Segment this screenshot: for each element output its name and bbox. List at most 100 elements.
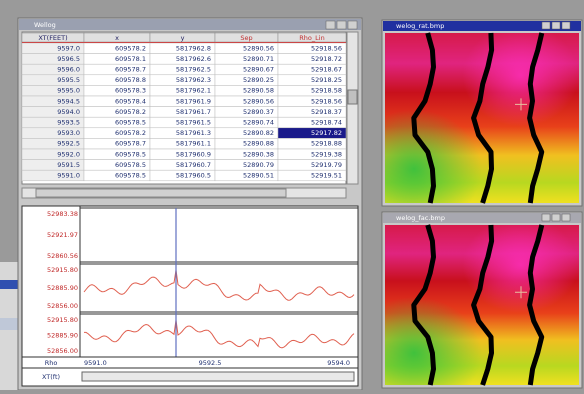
- cell-text: 9594.5: [57, 97, 80, 105]
- track-label: 52856.00: [47, 302, 78, 310]
- track-label: 52915.80: [47, 266, 78, 274]
- cell-text: 52890.56: [243, 44, 274, 52]
- cell-text: 609578.5: [115, 119, 146, 127]
- cell-text: 9593.0: [57, 129, 80, 137]
- cell-text: 52890.71: [243, 55, 274, 63]
- track-label: 52885.90: [47, 332, 78, 340]
- cell-text: 9591.0: [57, 172, 80, 180]
- title-bar: [19, 19, 361, 30]
- cell-text: 52890.74: [243, 119, 274, 127]
- cell-text: 5817962.6: [176, 55, 211, 63]
- track-label: 52856.00: [47, 347, 78, 355]
- cell-text: 52918.67: [311, 66, 342, 74]
- cell-text: 5817960.7: [176, 161, 211, 169]
- cell-text: 5817960.9: [176, 150, 211, 158]
- window-button[interactable]: [552, 214, 560, 221]
- bg-window-strip: [0, 318, 20, 330]
- cell-text: 9594.0: [57, 108, 80, 116]
- cell-text: 52919.51: [311, 172, 342, 180]
- footer-row: [22, 357, 358, 368]
- cell-text: 609578.8: [115, 76, 146, 84]
- window-button[interactable]: [326, 21, 335, 29]
- cell-text: 52918.56: [311, 44, 342, 52]
- cell-text: 52919.38: [311, 150, 342, 158]
- cell-text: 52890.37: [243, 108, 274, 116]
- footer-tick: 9591.0: [84, 359, 107, 367]
- cell-text: 609578.4: [115, 97, 146, 105]
- screen: WellogXT(FEET)xySepRho_Lin9597.0609578.2…: [0, 0, 584, 390]
- cell-text: 52890.79: [243, 161, 274, 169]
- cell-text: 52890.88: [243, 140, 274, 148]
- cell-text: 52917.82: [311, 129, 342, 137]
- cell-text: 609578.5: [115, 161, 146, 169]
- cell-text: 52890.38: [243, 150, 274, 158]
- footer-tick: 9594.0: [327, 359, 350, 367]
- cell-text: 9597.0: [57, 44, 80, 52]
- body: WellogXT(FEET)xySepRho_Lin9597.0609578.2…: [0, 0, 584, 390]
- v-scrollbar[interactable]: [347, 32, 358, 184]
- cell-text: 609578.2: [115, 44, 146, 52]
- cell-text: 52890.58: [243, 87, 274, 95]
- cell-text: 9592.5: [57, 140, 80, 148]
- cell-text: 5817961.1: [176, 140, 211, 148]
- cell-text: 9592.0: [57, 150, 80, 158]
- window-button[interactable]: [552, 22, 560, 29]
- cell-text: 5817962.5: [176, 66, 211, 74]
- cell-text: 52918.56: [311, 97, 342, 105]
- h-scroll-thumb[interactable]: [36, 189, 286, 197]
- cell-text: 9593.5: [57, 119, 80, 127]
- page: Well log viewer {"table_window": {"title…: [0, 0, 584, 390]
- cell-text: 609578.2: [115, 129, 146, 137]
- column-header-text: Rho_Lin: [299, 34, 324, 42]
- footer-label: Rho: [45, 359, 58, 367]
- cell-text: 52890.25: [243, 76, 274, 84]
- log-scrollbar[interactable]: [82, 372, 354, 381]
- window-button[interactable]: [542, 214, 550, 221]
- window-button[interactable]: [562, 214, 570, 221]
- column-header-text: x: [115, 34, 119, 42]
- cell-text: 5817962.1: [176, 87, 211, 95]
- cell-text: 52918.58: [311, 87, 342, 95]
- log-track: [80, 208, 358, 262]
- cell-text: 52918.74: [311, 119, 342, 127]
- cell-text: 52919.79: [311, 161, 342, 169]
- cell-text: 9595.0: [57, 87, 80, 95]
- cell-text: 52918.25: [311, 76, 342, 84]
- image-window-title: welog_rat.bmp: [396, 22, 444, 30]
- window-button[interactable]: [337, 21, 346, 29]
- cell-text: 5817962.3: [176, 76, 211, 84]
- cell-text: 52918.37: [311, 108, 342, 116]
- cell-text: 5817961.3: [176, 129, 211, 137]
- cell-text: 52890.56: [243, 97, 274, 105]
- bg-window-bar: [0, 280, 20, 289]
- cell-text: 9591.5: [57, 161, 80, 169]
- cell-text: 52918.72: [311, 55, 342, 63]
- cell-text: 9595.5: [57, 76, 80, 84]
- cell-text: 609578.5: [115, 172, 146, 180]
- cell-text: 5817961.5: [176, 119, 211, 127]
- window-title: Wellog: [34, 21, 56, 29]
- cell-text: 609578.7: [115, 66, 146, 74]
- cell-text: 609578.1: [115, 55, 146, 63]
- image-window-title: welog_fac.bmp: [396, 214, 445, 222]
- cell-text: 5817961.9: [176, 97, 211, 105]
- cell-text: 52890.82: [243, 129, 274, 137]
- cell-text: 9596.5: [57, 55, 80, 63]
- cell-text: 52918.88: [311, 140, 342, 148]
- cell-text: 52890.51: [243, 172, 274, 180]
- cell-text: 52890.67: [243, 66, 274, 74]
- footer-tick: 9592.5: [199, 359, 222, 367]
- v-scroll-thumb[interactable]: [348, 90, 357, 104]
- cell-text: 9596.0: [57, 66, 80, 74]
- track-label: 52921.97: [47, 231, 78, 239]
- cell-text: 609578.5: [115, 150, 146, 158]
- column-header-text: Sep: [240, 34, 252, 42]
- track-label: 52915.80: [47, 316, 78, 324]
- cell-text: 609578.2: [115, 108, 146, 116]
- cell-text: 609578.3: [115, 87, 146, 95]
- window-button[interactable]: [348, 21, 357, 29]
- window-button[interactable]: [562, 22, 570, 29]
- window-button[interactable]: [542, 22, 550, 29]
- cell-text: 609578.7: [115, 140, 146, 148]
- cell-text: 5817961.7: [176, 108, 211, 116]
